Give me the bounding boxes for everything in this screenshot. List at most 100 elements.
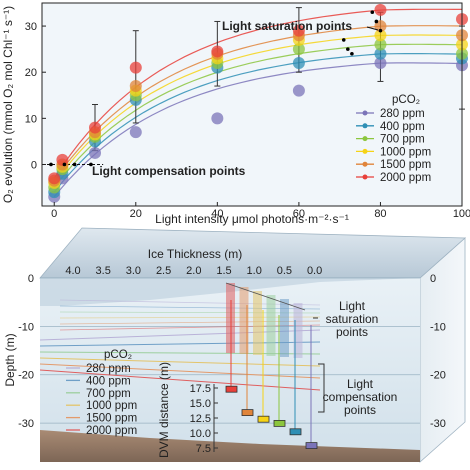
fit-curve-1000-ppm <box>53 34 463 184</box>
y-axis-label: O₂ evolution (mmol O₂ mol Chl⁻¹ s⁻¹) <box>1 6 15 203</box>
inset-tick-label: 17.5 <box>190 383 211 395</box>
legend-marker <box>362 110 368 116</box>
saturation-depth-line <box>59 311 321 314</box>
data-point-400-ppm <box>292 56 305 69</box>
y-tick-label: 0 <box>31 159 37 171</box>
saturation-depth-line <box>59 320 321 325</box>
depth-tick-label-left: -30 <box>18 418 34 430</box>
saturation-label: Light <box>339 299 366 313</box>
inset-tick-label: 7.5 <box>196 443 211 455</box>
data-point-280-ppm <box>374 56 387 69</box>
diagram-legend-entry: 280 ppm <box>86 363 131 375</box>
ice-thickness-tick: 3.5 <box>96 265 111 277</box>
compensation-depth-line <box>39 357 321 367</box>
saturation-depth-line <box>59 324 321 331</box>
data-point-700-ppm <box>292 43 305 56</box>
data-point-280-ppm <box>89 146 102 159</box>
depth-tick-label-right: -20 <box>430 370 446 382</box>
data-point-400-ppm <box>374 47 387 60</box>
inset-box <box>225 385 238 393</box>
x-tick-label: 60 <box>293 208 305 220</box>
fit-curve-700-ppm <box>53 43 463 188</box>
light-window-bar <box>239 287 249 354</box>
inset-tick-label: 12.5 <box>190 413 211 425</box>
ice-thickness-tick: 3.0 <box>126 265 141 277</box>
data-point-2000-ppm <box>48 172 61 185</box>
compensation-point-marker <box>62 162 67 167</box>
saturation-label: saturation <box>326 312 379 326</box>
legend-entry: 1000 ppm <box>380 146 431 158</box>
compensation-depth-line <box>39 369 321 391</box>
diagram-legend-title: pCO₂ <box>104 349 132 361</box>
data-point-280-ppm <box>129 126 142 139</box>
saturation-point-marker <box>346 47 350 51</box>
y-tick-label: 30 <box>25 21 37 33</box>
legend-entry: 700 ppm <box>380 134 425 146</box>
depth-tick-label-right: 0 <box>430 273 436 285</box>
inset-box <box>241 409 254 417</box>
plot-frame <box>41 2 463 207</box>
depth-tick-label-right: -30 <box>430 418 446 430</box>
saturation-point-marker <box>374 19 379 24</box>
compensation-bracket <box>318 363 325 413</box>
legend-marker <box>362 148 368 154</box>
depth-tick-label-left: 0 <box>28 273 34 285</box>
depth-axis-label: Depth (m) <box>3 333 17 386</box>
bottom-diagram: 0 -10 -20 -30 0 -10 -20 -30 Depth (m) Ice Thickne… <box>3 227 467 463</box>
diagram-legend-entry: 700 ppm <box>86 388 131 400</box>
data-point-2000-ppm <box>129 61 142 74</box>
fit-curve-280-ppm <box>53 62 463 198</box>
diagram-legend-entry: 400 ppm <box>86 375 131 387</box>
ice-thickness-tick: 4.0 <box>65 265 80 277</box>
saturation-annotation: Light saturation points <box>222 19 352 33</box>
top-chart: 0 20 40 60 80 100 0 10 20 30 Light intensity μmol … <box>1 2 470 226</box>
data-point-1000-ppm <box>374 29 387 42</box>
compensation-label: points <box>344 403 376 417</box>
diagram-title: Ice Thickness (m) <box>148 247 242 261</box>
legend-entry: 400 ppm <box>380 121 425 133</box>
legend-marker <box>362 174 368 180</box>
data-point-700-ppm <box>374 38 387 51</box>
plot-area <box>42 3 462 206</box>
y-tick-label: 20 <box>25 67 37 79</box>
inset-ylabel: DVM distance (m) <box>157 362 171 458</box>
fit-curve-2000-ppm <box>53 8 462 179</box>
fit-curve-400-ppm <box>53 53 463 193</box>
x-tick-label: 80 <box>374 208 386 220</box>
compensation-point-marker <box>89 162 93 167</box>
data-point-280-ppm <box>211 112 224 125</box>
saturation-label: points <box>336 325 368 339</box>
saturation-bracket-line <box>225 282 306 311</box>
legend-entry: 2000 ppm <box>380 172 431 184</box>
depth-tick-label-right: -10 <box>430 321 446 333</box>
data-point-2000-ppm <box>374 3 387 16</box>
seabed <box>40 430 420 462</box>
fit-curve-1500-ppm <box>53 25 463 181</box>
x-axis-label: Light intensity μmol photons·m⁻²·s⁻¹ <box>155 212 349 226</box>
inset-box <box>257 415 270 423</box>
light-window-bar <box>293 303 303 358</box>
saturation-point-marker <box>378 28 383 33</box>
legend-marker <box>362 161 368 167</box>
data-point-2000-ppm <box>56 153 69 166</box>
inset-tick-label: 15.0 <box>190 398 211 410</box>
ice-thickness-tick: 0.5 <box>277 265 292 277</box>
data-point-2000-ppm <box>211 45 224 58</box>
data-point-1500-ppm <box>374 20 387 33</box>
saturation-annotation-arrow <box>366 26 379 31</box>
ice-thickness-tick: 1.0 <box>247 265 262 277</box>
depth-tick-label-left: -20 <box>18 370 34 382</box>
ice-thickness-tick: 2.5 <box>156 265 171 277</box>
y-tick-label: 10 <box>25 113 37 125</box>
inset-box <box>289 428 302 436</box>
diagram-legend-entry: 1000 ppm <box>86 400 137 412</box>
data-point-2000-ppm <box>89 121 102 134</box>
inset-tick-label: 10.0 <box>190 428 211 440</box>
x-tick-label: 100 <box>453 208 470 220</box>
diagram-legend-entry: 2000 ppm <box>86 425 137 437</box>
saturation-depth-line <box>59 316 321 319</box>
x-tick-label: 0 <box>51 208 57 220</box>
legend-marker <box>362 123 368 129</box>
light-window-bar <box>253 291 262 355</box>
light-window-bar <box>266 295 276 356</box>
